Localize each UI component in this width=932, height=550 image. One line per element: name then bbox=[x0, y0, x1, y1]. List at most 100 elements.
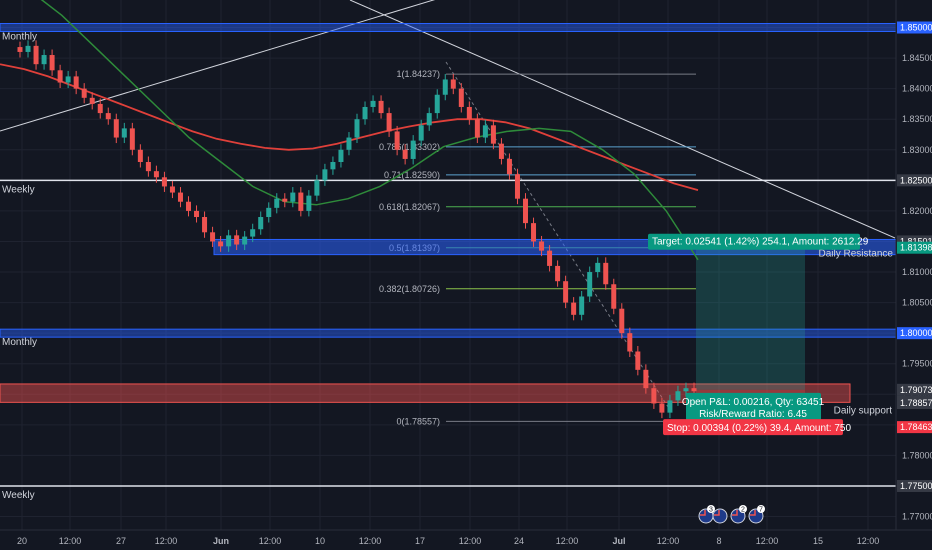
price-axis-label-bg bbox=[897, 421, 932, 434]
price-axis-label: 1.82500 bbox=[897, 174, 932, 187]
candle-body bbox=[153, 171, 159, 178]
candle-body bbox=[643, 369, 649, 389]
candle-body bbox=[137, 149, 143, 162]
candle bbox=[210, 226, 216, 247]
price-axis-label: 1.77500 bbox=[897, 479, 932, 492]
candle-body bbox=[298, 192, 304, 211]
candle-body bbox=[274, 198, 280, 208]
fib-level-label: 0.382(1.80726) bbox=[379, 284, 440, 294]
candle bbox=[25, 40, 31, 58]
candle-body bbox=[218, 241, 224, 247]
event-badge bbox=[757, 505, 765, 513]
price-axis-label: 1.79073 bbox=[897, 383, 932, 396]
candle bbox=[490, 119, 496, 150]
candle-body bbox=[595, 262, 601, 273]
price-axis-label-bg bbox=[897, 383, 932, 396]
flag-cross bbox=[750, 510, 756, 516]
candle-body bbox=[177, 192, 183, 202]
price-axis-label-bg bbox=[897, 397, 932, 410]
candle bbox=[81, 83, 87, 104]
candle-body bbox=[667, 400, 673, 413]
flag-circle bbox=[712, 508, 728, 524]
price-axis-label-bg bbox=[897, 241, 932, 254]
candle-body bbox=[418, 125, 424, 141]
price-axis-label-text: 1.85000 bbox=[900, 23, 932, 33]
candle-body bbox=[346, 137, 352, 150]
moving-average-green bbox=[40, 0, 699, 261]
time-tick-label: Jul bbox=[612, 536, 625, 546]
price-tick-label: 1.77000 bbox=[902, 512, 932, 522]
price-tick-label: 1.79500 bbox=[902, 359, 932, 369]
candle-body bbox=[330, 161, 336, 170]
candle bbox=[338, 144, 344, 168]
price-axis-label-text: 1.81398 bbox=[900, 243, 932, 253]
price-axis-label-bg bbox=[897, 327, 932, 340]
candle-body bbox=[266, 207, 272, 218]
candle bbox=[667, 394, 673, 419]
stop-label: Stop: 0.00394 (0.22%) 39.4, Amount: 750 bbox=[663, 419, 851, 436]
time-tick-label: 24 bbox=[514, 536, 524, 546]
candle-body bbox=[226, 235, 232, 247]
candle-body bbox=[410, 140, 416, 159]
candle-body bbox=[386, 113, 392, 132]
candle bbox=[587, 266, 593, 302]
price-tick-label: 1.84000 bbox=[902, 84, 932, 94]
candle-body bbox=[354, 119, 360, 138]
candle bbox=[258, 211, 264, 235]
candle-body bbox=[210, 232, 216, 242]
candle-body bbox=[651, 388, 657, 404]
candle-body bbox=[563, 281, 569, 303]
candle bbox=[362, 101, 368, 125]
time-tick-label: 15 bbox=[813, 536, 823, 546]
event-badge-count: 2 bbox=[741, 507, 745, 514]
candle-body bbox=[675, 391, 681, 401]
fib-level-label: 0.786(1.83302) bbox=[379, 142, 440, 152]
candle bbox=[129, 122, 135, 156]
time-tick-label: 12:00 bbox=[59, 536, 82, 546]
candle bbox=[386, 107, 392, 137]
candles bbox=[17, 40, 697, 419]
candle bbox=[611, 278, 617, 315]
candle-body bbox=[81, 88, 87, 98]
candle bbox=[274, 193, 280, 214]
target-label-text: Target: 0.02541 (1.42%) 254.1, Amount: 2… bbox=[652, 237, 869, 248]
price-axis-label-text: 1.78463 bbox=[900, 422, 932, 432]
candle bbox=[651, 382, 657, 409]
candle-body bbox=[338, 149, 344, 162]
candle bbox=[314, 174, 320, 202]
candle-body bbox=[129, 128, 135, 150]
event-icons: 3 2 7 bbox=[698, 505, 765, 524]
candle-body bbox=[659, 403, 665, 413]
price-axis-label-bg bbox=[897, 479, 932, 492]
candle-body bbox=[627, 333, 633, 352]
candle bbox=[531, 217, 537, 247]
candle-body bbox=[322, 169, 328, 181]
price-axis-background bbox=[896, 0, 932, 550]
candle-body bbox=[73, 76, 79, 89]
candle bbox=[410, 135, 416, 165]
candle bbox=[234, 229, 240, 251]
candle-body bbox=[635, 351, 641, 370]
price-axis: 1.85000 1.84500 1.84000 1.83500 1.83000 1.825… bbox=[895, 0, 932, 550]
candle-body bbox=[41, 55, 47, 65]
price-tick-label: 1.83500 bbox=[902, 114, 932, 124]
candle-body bbox=[539, 241, 545, 251]
candle bbox=[89, 92, 95, 110]
candle bbox=[186, 196, 191, 217]
candle-body bbox=[555, 265, 561, 282]
candle bbox=[378, 95, 384, 119]
candle bbox=[402, 144, 408, 165]
price-axis-label-text: 1.81501 bbox=[900, 236, 932, 246]
candle bbox=[33, 40, 39, 70]
candle-body bbox=[691, 388, 697, 392]
candle bbox=[298, 187, 304, 217]
time-tick-label: 12:00 bbox=[155, 536, 178, 546]
price-axis-label-bg bbox=[897, 21, 932, 34]
candle-body bbox=[506, 158, 512, 175]
candle bbox=[322, 163, 328, 186]
level-label-weekly: Weekly bbox=[2, 490, 35, 501]
fib-level-label: 0.71(1.82590) bbox=[384, 170, 440, 180]
candle bbox=[282, 193, 288, 208]
